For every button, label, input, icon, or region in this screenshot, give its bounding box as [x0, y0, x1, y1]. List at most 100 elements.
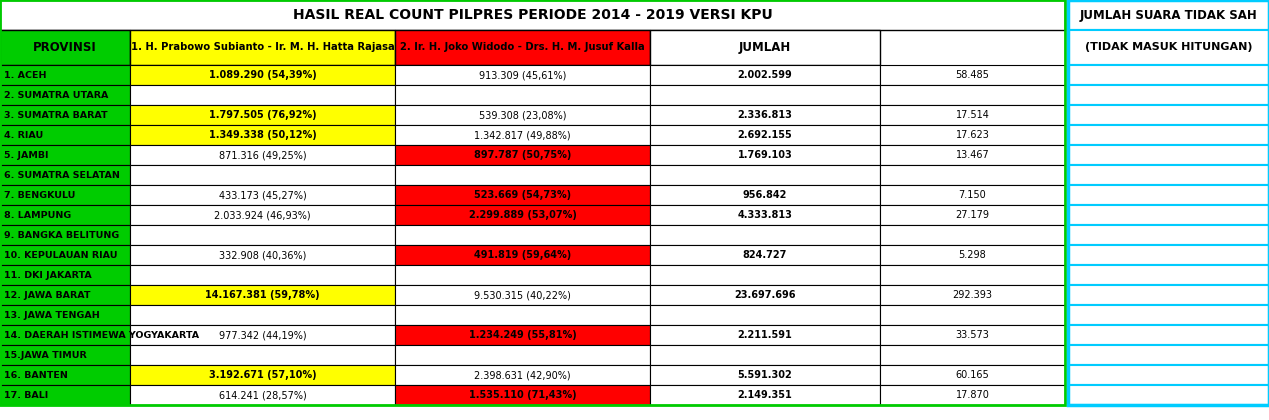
Text: 12. JAWA BARAT: 12. JAWA BARAT [4, 291, 90, 299]
Bar [1068, 0, 1269, 405]
Bar [650, 305, 879, 325]
Bar [395, 185, 650, 205]
Bar [650, 85, 879, 105]
Text: 2. SUMATRA UTARA: 2. SUMATRA UTARA [4, 90, 108, 100]
Bar [395, 85, 650, 105]
Text: 11. DKI JAKARTA: 11. DKI JAKARTA [4, 270, 91, 279]
Bar [879, 105, 1065, 125]
Bar [650, 285, 879, 305]
Bar [879, 365, 1065, 385]
Text: 1. ACEH: 1. ACEH [4, 71, 47, 79]
Bar [0, 385, 129, 405]
Bar [395, 325, 650, 345]
Text: 4. RIAU: 4. RIAU [4, 131, 43, 139]
Text: 23.697.696: 23.697.696 [735, 290, 796, 300]
Text: 539.308 (23,08%): 539.308 (23,08%) [478, 110, 566, 120]
Bar [129, 365, 395, 385]
Bar [879, 85, 1065, 105]
Bar [0, 0, 1065, 30]
Text: 7.150: 7.150 [958, 190, 986, 200]
Bar [650, 185, 879, 205]
Text: 1.769.103: 1.769.103 [737, 150, 792, 160]
Text: 523.669 (54,73%): 523.669 (54,73%) [473, 190, 571, 200]
Bar [0, 30, 129, 65]
Bar [1068, 205, 1269, 225]
Bar [0, 125, 129, 145]
Text: 15.JAWA TIMUR: 15.JAWA TIMUR [4, 351, 86, 360]
Text: 332.908 (40,36%): 332.908 (40,36%) [218, 250, 306, 260]
Bar [650, 385, 879, 405]
Text: 5. JAMBI: 5. JAMBI [4, 150, 48, 160]
Bar [395, 165, 650, 185]
Text: 2. Ir. H. Joko Widodo - Drs. H. M. Jusuf Kalla: 2. Ir. H. Joko Widodo - Drs. H. M. Jusuf… [400, 42, 645, 52]
Text: 8. LAMPUNG: 8. LAMPUNG [4, 210, 71, 220]
Text: 1. H. Prabowo Subianto - Ir. M. H. Hatta Rajasa: 1. H. Prabowo Subianto - Ir. M. H. Hatta… [131, 42, 395, 52]
Bar [395, 245, 650, 265]
Text: 58.485: 58.485 [956, 70, 990, 80]
Bar [0, 165, 129, 185]
Bar [129, 205, 395, 225]
Text: 17. BALI: 17. BALI [4, 391, 48, 399]
Bar [879, 345, 1065, 365]
Bar [650, 30, 879, 65]
Bar [1068, 345, 1269, 365]
Bar [1068, 325, 1269, 345]
Text: 4.333.813: 4.333.813 [737, 210, 792, 220]
Bar [129, 65, 395, 85]
Bar [129, 345, 395, 365]
Bar [0, 205, 129, 225]
Text: JUMLAH: JUMLAH [739, 41, 791, 54]
Text: 1.089.290 (54,39%): 1.089.290 (54,39%) [208, 70, 316, 80]
Text: 956.842: 956.842 [742, 190, 787, 200]
Bar [879, 145, 1065, 165]
Bar [1068, 305, 1269, 325]
Text: 433.173 (45,27%): 433.173 (45,27%) [218, 190, 306, 200]
Bar [1068, 185, 1269, 205]
Text: 13.467: 13.467 [956, 150, 990, 160]
Text: 5.298: 5.298 [958, 250, 986, 260]
Text: 60.165: 60.165 [956, 370, 990, 380]
Text: 1.342.817 (49,88%): 1.342.817 (49,88%) [475, 130, 571, 140]
Bar [650, 205, 879, 225]
Bar [129, 85, 395, 105]
Bar [650, 345, 879, 365]
Bar [650, 125, 879, 145]
Bar [879, 285, 1065, 305]
Text: (TIDAK MASUK HITUNGAN): (TIDAK MASUK HITUNGAN) [1085, 42, 1253, 52]
Bar [129, 185, 395, 205]
Bar [1068, 85, 1269, 105]
Bar [879, 165, 1065, 185]
Bar [879, 185, 1065, 205]
Bar [129, 30, 395, 65]
Text: 5.591.302: 5.591.302 [737, 370, 792, 380]
Text: 9.530.315 (40,22%): 9.530.315 (40,22%) [475, 290, 571, 300]
Text: JUMLAH SUARA TIDAK SAH: JUMLAH SUARA TIDAK SAH [1080, 8, 1258, 21]
Bar [0, 225, 129, 245]
Text: 2.033.924 (46,93%): 2.033.924 (46,93%) [214, 210, 311, 220]
Bar [1068, 245, 1269, 265]
Bar [0, 285, 129, 305]
Bar [650, 105, 879, 125]
Bar [879, 245, 1065, 265]
Text: 2.211.591: 2.211.591 [737, 330, 792, 340]
Text: 27.179: 27.179 [956, 210, 990, 220]
Text: 2.336.813: 2.336.813 [737, 110, 792, 120]
Bar [395, 345, 650, 365]
Text: 14. DAERAH ISTIMEWA YOGYAKARTA: 14. DAERAH ISTIMEWA YOGYAKARTA [4, 331, 199, 339]
Bar [129, 245, 395, 265]
Bar [0, 245, 129, 265]
Bar [650, 265, 879, 285]
Bar [1068, 145, 1269, 165]
Text: 1.234.249 (55,81%): 1.234.249 (55,81%) [468, 330, 576, 340]
Bar [395, 265, 650, 285]
Bar [0, 65, 129, 85]
Text: 6. SUMATRA SELATAN: 6. SUMATRA SELATAN [4, 171, 119, 179]
Text: 491.819 (59,64%): 491.819 (59,64%) [473, 250, 571, 260]
Text: 10. KEPULAUAN RIAU: 10. KEPULAUAN RIAU [4, 250, 118, 260]
Bar [129, 265, 395, 285]
Bar [129, 125, 395, 145]
Text: 33.573: 33.573 [956, 330, 990, 340]
Text: 1.797.505 (76,92%): 1.797.505 (76,92%) [208, 110, 316, 120]
Text: 16. BANTEN: 16. BANTEN [4, 370, 67, 380]
Text: 913.309 (45,61%): 913.309 (45,61%) [478, 70, 566, 80]
